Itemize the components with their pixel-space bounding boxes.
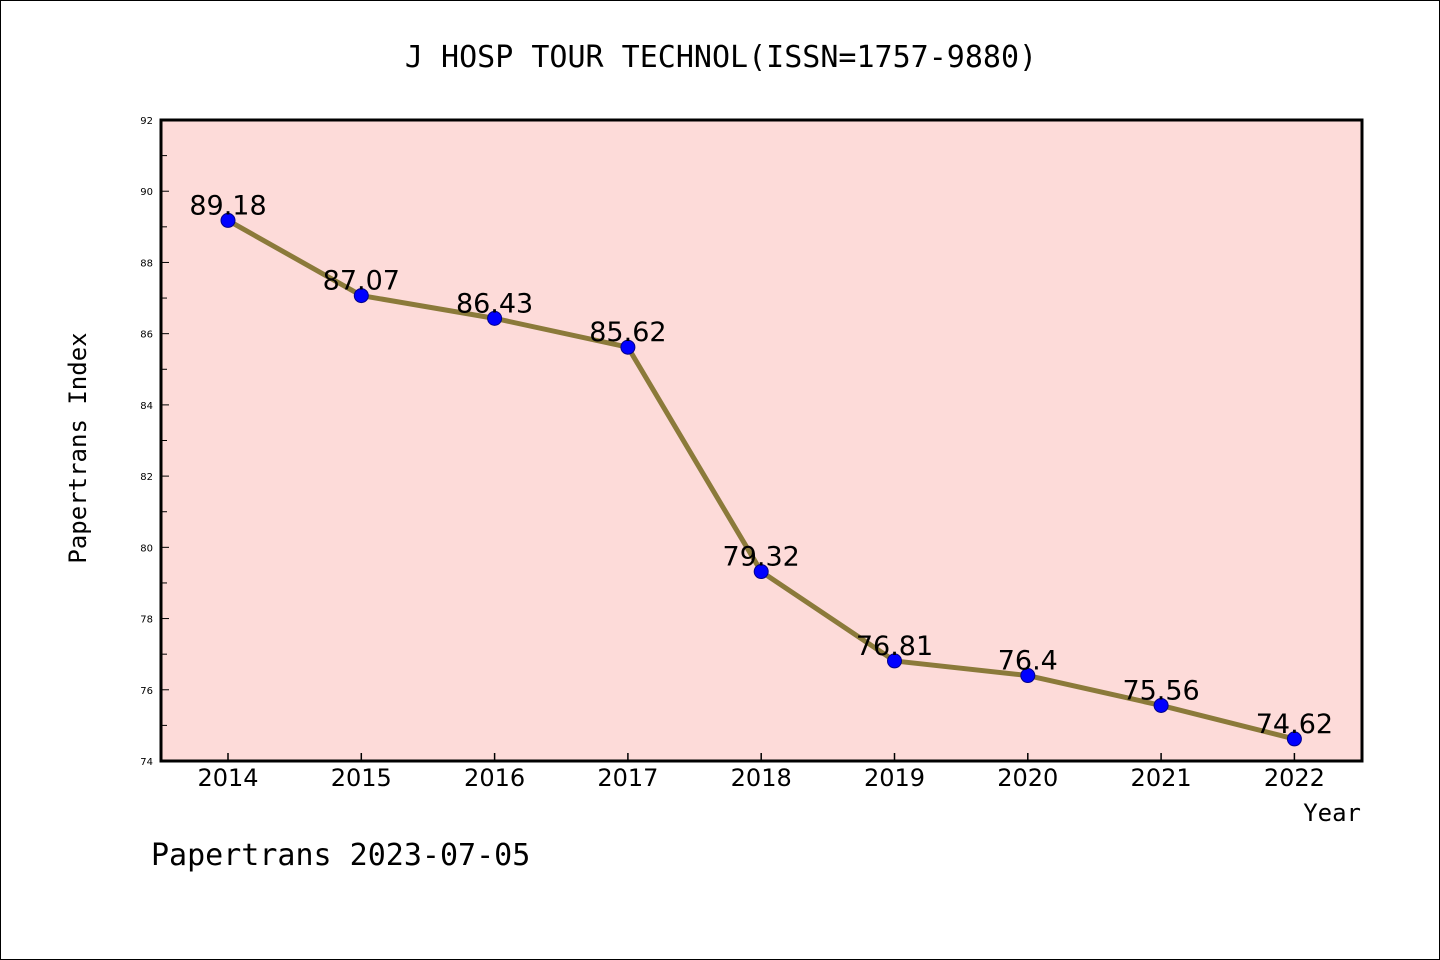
y-tick-label: 74: [140, 757, 153, 768]
data-point: [1286, 731, 1302, 747]
y-tick-label: 90: [140, 187, 153, 198]
y-tick-label: 76: [140, 686, 153, 697]
plot-area: [161, 120, 1362, 761]
data-point: [620, 339, 636, 355]
footer-text: Papertrans 2023-07-05: [151, 838, 530, 873]
x-tick-label: 2014: [197, 764, 258, 792]
data-label: 79.32: [723, 542, 800, 573]
x-tick-label: 2022: [1264, 764, 1325, 792]
y-axis: 74 76 78 80 82 84 86 88 90 92: [140, 116, 169, 768]
x-tick-label: 2015: [331, 764, 392, 792]
chart-title: J HOSP TOUR TECHNOL(ISSN=1757-9880): [405, 40, 1037, 75]
x-tick-label: 2019: [864, 764, 925, 792]
x-axis-label: Year: [1303, 799, 1361, 827]
data-label: 86.43: [456, 288, 533, 319]
y-tick-label: 84: [140, 401, 153, 412]
y-tick-label: 86: [140, 330, 153, 341]
y-tick-label: 78: [140, 615, 153, 626]
data-point: [220, 212, 236, 228]
x-tick-label: 2021: [1131, 764, 1192, 792]
y-tick-label: 80: [140, 543, 153, 554]
data-label: 76.81: [856, 631, 933, 662]
plot-frame: [159, 118, 1364, 763]
data-label: 85.62: [589, 317, 666, 348]
data-point: [1153, 697, 1169, 713]
data-point: [753, 564, 769, 580]
data-point: [353, 288, 369, 304]
y-tick-label: 88: [140, 258, 153, 269]
x-tick-label: 2016: [464, 764, 525, 792]
data-point: [887, 653, 902, 669]
y-tick-label: 92: [140, 116, 153, 127]
x-axis: 2014 2015 2016 2017 2018 2019 2020 2021 2022: [197, 753, 1325, 792]
data-point: [1020, 668, 1036, 684]
x-tick-label: 2020: [997, 764, 1058, 792]
data-labels: 89.18 87.07 86.43 85.62 79.32 76.81 76.4 75.56 7…: [189, 190, 1333, 739]
x-tick-label: 2017: [597, 764, 658, 792]
data-label: 76.4: [998, 646, 1058, 677]
x-tick-label: 2018: [731, 764, 792, 792]
data-label: 89.18: [189, 190, 266, 221]
data-label: 75.56: [1122, 675, 1199, 706]
y-axis-label: Papertrans Index: [64, 332, 92, 563]
data-label: 74.62: [1256, 709, 1333, 740]
series-line-group: [220, 212, 1302, 747]
data-label: 87.07: [323, 266, 400, 297]
data-point: [487, 310, 503, 326]
y-tick-label: 82: [140, 472, 153, 483]
